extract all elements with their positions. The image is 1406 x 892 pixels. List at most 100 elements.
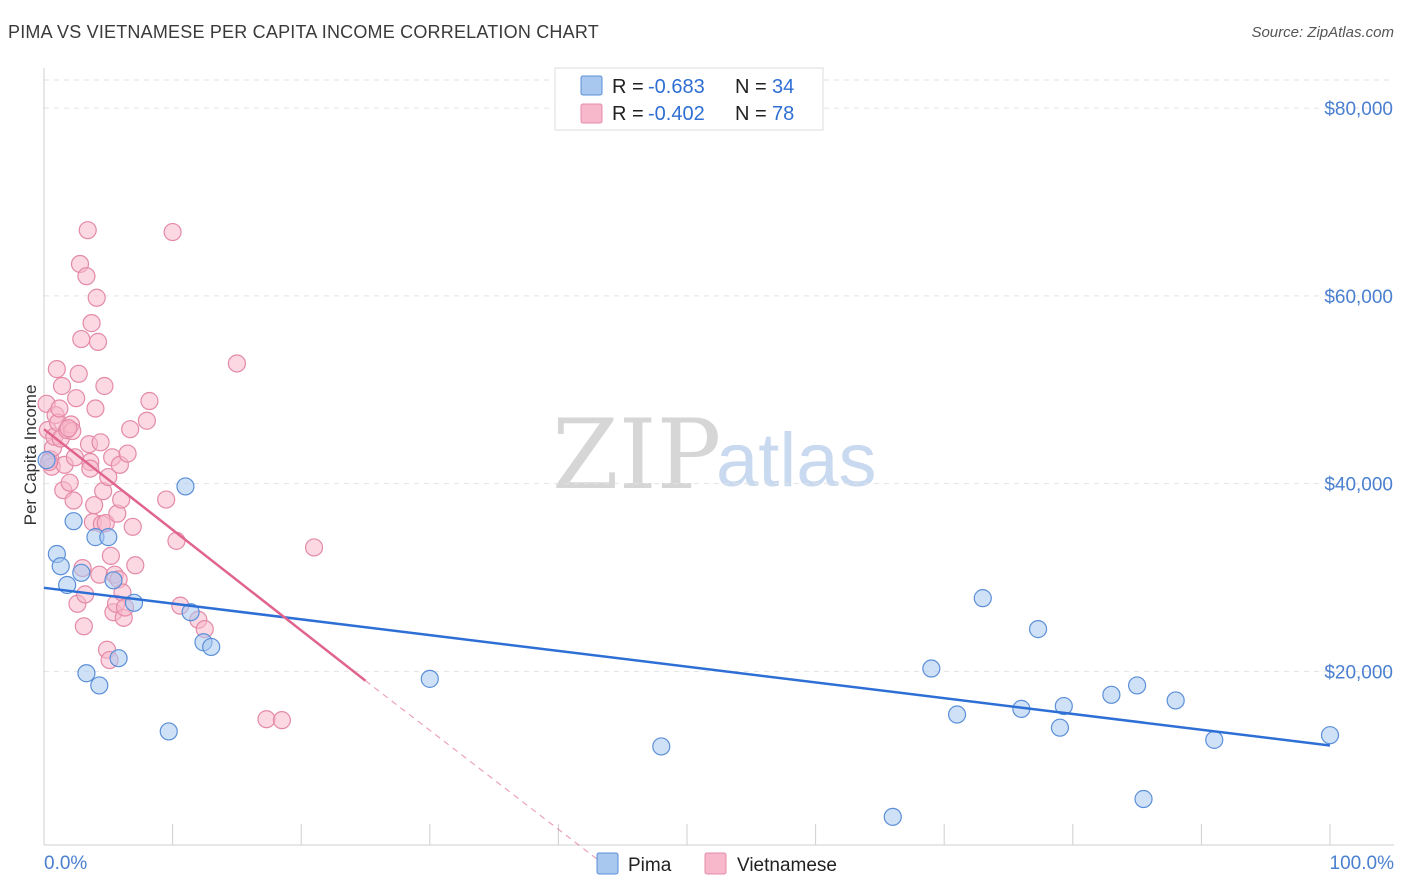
vietnamese-r-value: -0.402	[648, 103, 705, 125]
pima-point	[176, 477, 195, 496]
vietnamese-point	[65, 448, 84, 467]
vietnamese-point	[95, 376, 114, 396]
pima-points	[37, 451, 1340, 826]
vietnamese-point	[72, 329, 91, 349]
vietnamese-point	[227, 354, 246, 373]
vietnamese-point	[272, 711, 292, 730]
vietnamese-point	[47, 360, 66, 379]
vietnamese-point	[69, 364, 88, 383]
pima-point	[947, 705, 967, 724]
vietnamese-r-label: R =	[612, 103, 644, 125]
pima-n-value: 34	[772, 76, 794, 98]
pima-point	[1320, 726, 1340, 745]
pima-point	[1028, 620, 1048, 639]
pima-point	[99, 528, 118, 547]
vietnamese-point	[257, 710, 276, 729]
legend-pima-label: Pima	[628, 855, 672, 876]
pima-point	[1054, 696, 1073, 716]
vietnamese-point	[87, 288, 106, 307]
vietnamese-point	[86, 399, 105, 418]
vietnamese-point	[123, 517, 142, 536]
watermark: ZIP atlas	[552, 399, 877, 511]
pima-trendline	[43, 586, 1331, 747]
pima-point	[420, 669, 439, 688]
stats-legend: R = -0.683 N = 34 R = -0.402 N = 78	[554, 67, 824, 131]
vietnamese-point	[157, 490, 176, 509]
pima-point	[37, 451, 56, 470]
legend-vietnamese-label: Vietnamese	[737, 855, 837, 876]
vietnamese-point	[126, 556, 145, 575]
y-tick-labels: $20,000 $40,000 $60,000 $80,000	[1324, 99, 1393, 683]
vietnamese-point	[52, 376, 72, 396]
vietnamese-point	[59, 419, 78, 438]
y-axis-label: Per Capita Income	[21, 385, 40, 526]
vietnamese-point	[163, 222, 182, 242]
vietnamese-point	[91, 433, 110, 452]
trendlines	[43, 428, 1331, 860]
pima-point	[51, 557, 70, 576]
vietnamese-point	[74, 617, 93, 636]
x-tick-label-min: 0.0%	[44, 853, 87, 874]
pima-point	[90, 676, 109, 695]
pima-point	[77, 664, 96, 683]
pima-n-label: N =	[735, 76, 767, 98]
pima-point	[159, 722, 178, 741]
vietnamese-point	[67, 389, 86, 408]
pima-point	[1102, 685, 1121, 704]
vietnamese-swatch-icon	[580, 103, 603, 124]
vietnamese-point	[85, 496, 104, 515]
vietnamese-point	[140, 391, 159, 411]
vietnamese-point	[50, 399, 69, 418]
source-credit: Source: ZipAtlas.com	[1251, 24, 1394, 41]
vietnamese-point	[77, 267, 96, 286]
y-tick-label: $40,000	[1324, 475, 1393, 496]
pima-r-label: R =	[612, 76, 644, 98]
vietnamese-trendline	[43, 428, 367, 682]
vietnamese-point	[78, 221, 97, 240]
vietnamese-n-label: N =	[735, 103, 767, 125]
legend-pima-icon	[596, 852, 619, 875]
vietnamese-points	[37, 221, 324, 730]
vietnamese-n-value: 78	[772, 103, 794, 125]
pima-point	[202, 637, 221, 657]
vietnamese-point	[82, 314, 101, 333]
vietnamese-point	[101, 546, 120, 565]
pima-point	[883, 807, 902, 826]
y-tick-label: $80,000	[1324, 99, 1393, 120]
pima-point	[1166, 691, 1185, 710]
pima-point	[922, 659, 941, 678]
y-tick-label: $20,000	[1324, 662, 1393, 683]
x-tick-label-max: 100.0%	[1330, 853, 1395, 874]
vietnamese-trendline-extension	[365, 680, 598, 860]
vietnamese-point	[88, 332, 108, 351]
legend-vietnamese-icon	[704, 852, 727, 875]
series-legend: Pima Vietnamese	[596, 852, 837, 876]
vietnamese-point	[64, 491, 83, 510]
watermark-zip: ZIP	[552, 399, 721, 511]
vietnamese-point	[137, 411, 156, 430]
pima-point	[973, 589, 992, 608]
gridlines	[44, 79, 1394, 672]
watermark-atlas: atlas	[716, 418, 877, 503]
chart-title: PIMA VS VIETNAMESE PER CAPITA INCOME COR…	[8, 22, 599, 42]
pima-point	[1050, 718, 1070, 737]
pima-point	[1205, 730, 1224, 749]
vietnamese-point	[121, 420, 140, 439]
vietnamese-point	[167, 531, 186, 550]
vietnamese-point	[304, 538, 324, 557]
pima-swatch-icon	[580, 75, 603, 96]
pima-r-value: -0.683	[648, 76, 705, 98]
pima-point	[181, 603, 200, 622]
pima-point	[72, 563, 91, 582]
pima-point	[1127, 676, 1147, 695]
pima-point	[109, 649, 128, 668]
vietnamese-point	[60, 473, 79, 492]
pima-point	[652, 737, 671, 756]
pima-point	[104, 571, 123, 590]
y-tick-label: $60,000	[1324, 287, 1393, 308]
pima-point	[1134, 789, 1153, 809]
pima-point	[64, 512, 83, 531]
vietnamese-point	[118, 444, 137, 463]
vietnamese-point	[81, 459, 100, 478]
